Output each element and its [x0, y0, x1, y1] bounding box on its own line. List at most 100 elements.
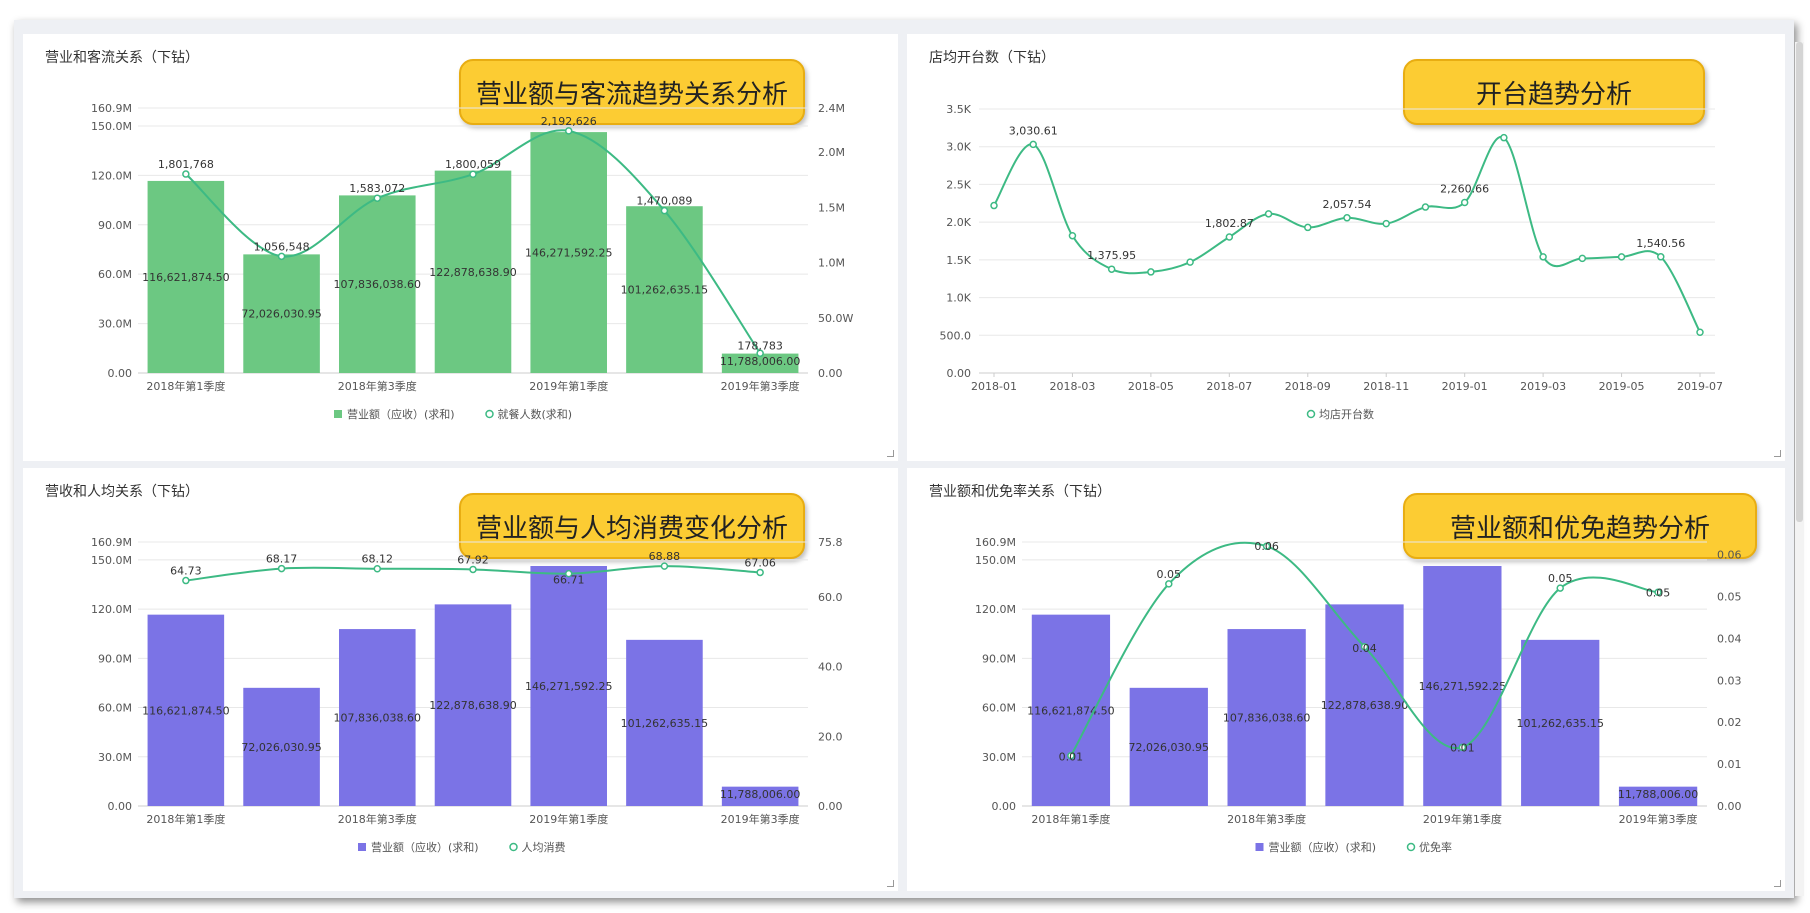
line-point — [1654, 588, 1662, 597]
y-tick-label: 1.5K — [946, 254, 971, 267]
y2-tick-label: 1.0M — [818, 257, 845, 270]
y2-tick-label: 50.0W — [818, 312, 853, 325]
line-value-label: 2,260.66 — [1440, 182, 1489, 195]
line-value-label: 68.88 — [649, 550, 681, 563]
line-value-label: 1,470,089 — [636, 195, 692, 208]
scrollbar-thumb[interactable] — [1796, 42, 1803, 522]
y2-tick-label: 75.8 — [818, 536, 843, 549]
bar — [339, 629, 416, 806]
y-tick-label: 30.0M — [98, 318, 132, 331]
scrollbar[interactable] — [1795, 42, 1804, 896]
line-point — [277, 564, 286, 573]
y-tick-label: 120.0M — [975, 603, 1016, 616]
line-value-label: 1,800,059 — [445, 158, 501, 171]
line-point — [1225, 233, 1234, 241]
resize-handle[interactable] — [1774, 880, 1781, 887]
y-tick-label: 90.0M — [98, 219, 132, 232]
x-tick-label: 2018-11 — [1363, 380, 1409, 393]
bar — [1227, 629, 1306, 806]
chart-svg: 0.00 30.0M 60.0M 90.0M 120.0M 150.0M 160.9M 0.0… — [91, 536, 843, 854]
y2-tick-label: 40.0 — [818, 661, 843, 674]
chart-svg: 0.00 30.0M 60.0M 90.0M 120.0M 150.0M 160.9M 0.0… — [975, 536, 1742, 854]
chart-svg: 0.00 500.0 1.0K 1.5K 2.0K 2.5K 3.0K 3.5K 2018-01… — [940, 103, 1723, 421]
line-point — [469, 565, 477, 574]
panel-revenue-traffic[interactable]: 营业和客流关系（下钻） 营业额与客流趋势关系分析 0.00 30.0M 60.0M 9… — [23, 34, 898, 461]
line-value-label: 2,192,626 — [541, 115, 597, 128]
line-point — [1556, 584, 1564, 592]
bar-value-label: 122,878,638.90 — [1321, 699, 1408, 712]
y2-tick-label: 0.00 — [818, 800, 843, 813]
y-tick-label: 0.00 — [108, 367, 133, 380]
resize-handle[interactable] — [887, 450, 894, 457]
bar-value-label: 107,836,038.60 — [1223, 712, 1310, 725]
x-tick-label: 2018-05 — [1128, 380, 1174, 393]
line-point — [564, 127, 573, 135]
legend-line-label: 均店开台数 — [1319, 407, 1374, 421]
legend-bar-swatch — [358, 843, 366, 851]
x-tick-label: 2018年第3季度 — [1227, 812, 1306, 826]
bar — [1031, 614, 1111, 806]
line-value-label: 0.05 — [1157, 568, 1182, 581]
bar-value-label: 11,788,006.00 — [720, 788, 800, 801]
line-point — [1067, 751, 1075, 760]
x-tick-label: 2019年第3季度 — [1619, 812, 1698, 826]
legend-line-swatch — [1406, 842, 1416, 852]
y-tick-label: 0.00 — [992, 800, 1017, 813]
bar-value-label: 146,271,592.25 — [1419, 680, 1506, 693]
x-tick-label: 2019-01 — [1442, 380, 1488, 393]
callout-note: 营业额与客流趋势关系分析 — [459, 59, 805, 125]
y-tick-label: 160.9M — [975, 536, 1016, 549]
y2-tick-label: 2.4M — [818, 102, 845, 115]
panel-tables-per-store[interactable]: 店均开台数（下钻） 开台趋势分析 0.00 500.0 1.0K 1.5K 2.0K 2.… — [907, 34, 1785, 461]
bar — [1423, 566, 1502, 806]
legend-line-swatch — [485, 409, 494, 419]
line-point — [1617, 253, 1626, 261]
y-tick-label: 60.0M — [982, 702, 1016, 715]
y2-tick-label: 0.06 — [1717, 549, 1742, 562]
line-point — [1264, 210, 1273, 218]
line-value-label: 0.01 — [1450, 741, 1475, 754]
line-value-label: 0.05 — [1548, 572, 1573, 585]
line-value-label: 1,583,072 — [349, 182, 405, 195]
series-line — [993, 135, 1701, 333]
line-point — [1304, 223, 1312, 232]
callout-note: 营业额与人均消费变化分析 — [459, 493, 805, 559]
x-tick-label: 2019-05 — [1599, 380, 1645, 393]
bar-value-label: 116,621,874.50 — [1027, 704, 1114, 717]
line-point — [1262, 542, 1271, 550]
bar — [434, 604, 512, 806]
line-value-label: 1,802.87 — [1205, 217, 1254, 230]
resize-handle[interactable] — [1774, 450, 1781, 457]
bar-value-label: 11,788,006.00 — [720, 355, 800, 368]
line-point — [756, 568, 764, 577]
bar-value-label: 122,878,638.90 — [429, 699, 516, 712]
callout-note: 开台趋势分析 — [1403, 59, 1705, 125]
bar-value-label: 101,262,635.15 — [621, 284, 708, 297]
panel-revenue-per-capita[interactable]: 营收和人均关系（下钻） 营业额与人均消费变化分析 0.00 30.0M 60.0M 9… — [23, 468, 898, 891]
line-value-label: 68.17 — [266, 553, 298, 566]
y-tick-label: 90.0M — [982, 652, 1016, 665]
bar — [147, 614, 225, 806]
line-value-label: 1,375.95 — [1087, 249, 1136, 262]
bar — [530, 132, 607, 373]
bar-value-label: 116,621,874.50 — [142, 271, 229, 284]
bar — [147, 180, 225, 373]
bar — [721, 353, 799, 373]
dashboard-frame: 营业和客流关系（下钻） 营业额与客流趋势关系分析 0.00 30.0M 60.0M 9… — [14, 20, 1804, 898]
legend-bar-swatch — [1255, 843, 1264, 851]
y-tick-label: 3.0K — [946, 141, 971, 154]
line-point — [1657, 253, 1665, 261]
panel-title: 店均开台数（下钻） — [929, 50, 1055, 66]
panel-revenue-discount[interactable]: 营业额和优免率关系（下钻） 营业额和优免趋势分析 0.00 30.0M 60.0M 9… — [907, 468, 1785, 891]
bar-value-label: 107,836,038.60 — [334, 712, 421, 725]
bar — [1129, 687, 1208, 806]
line-value-label: 1,056,548 — [254, 240, 310, 253]
panel-title: 营收和人均关系（下钻） — [45, 484, 199, 500]
resize-handle[interactable] — [887, 880, 894, 887]
line-value-label: 67.06 — [744, 556, 776, 569]
x-tick-label: 2019年第1季度 — [529, 379, 608, 393]
line-value-label: 0.01 — [1059, 751, 1084, 764]
x-tick-label: 2019年第1季度 — [529, 812, 608, 826]
line-point — [1186, 258, 1194, 266]
line-value-label: 64.73 — [170, 565, 202, 578]
